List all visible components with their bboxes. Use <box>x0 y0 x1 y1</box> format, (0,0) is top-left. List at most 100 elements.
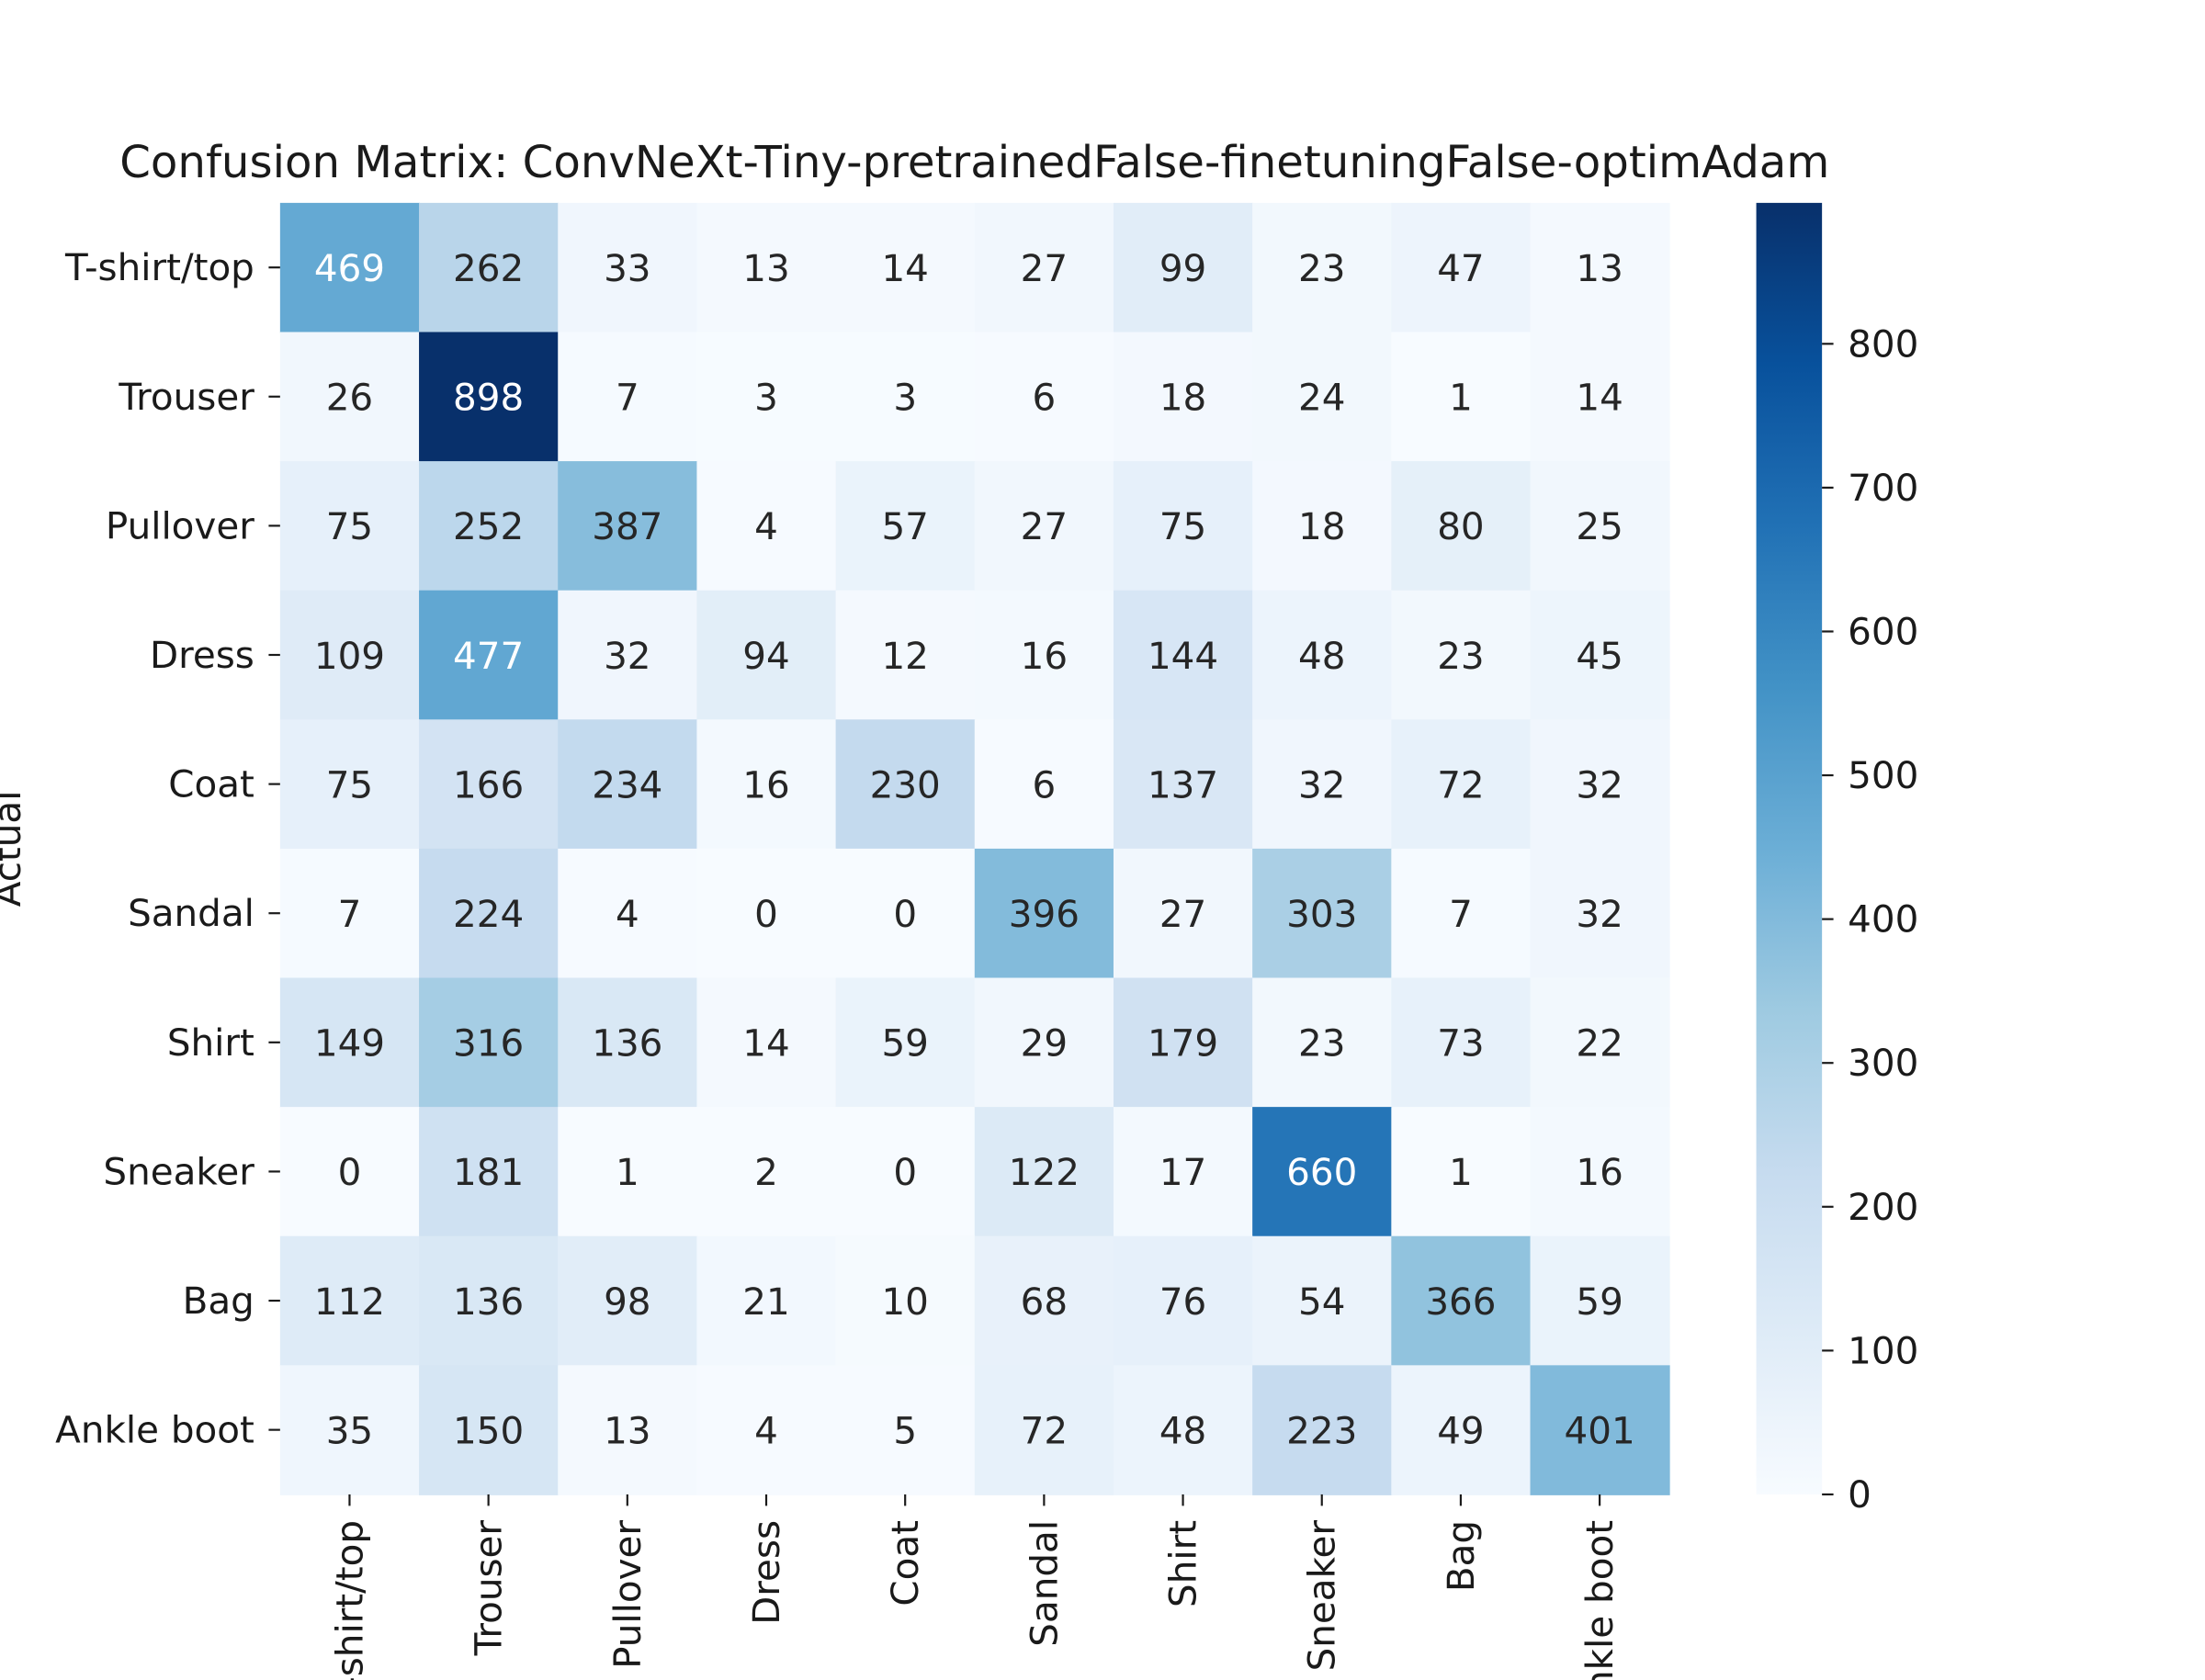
colorbar-tick-label: 500 <box>1848 753 1918 797</box>
cell-value-label: 477 <box>453 634 524 678</box>
cell-value-label: 49 <box>1437 1408 1484 1452</box>
heatmap-cell <box>1252 1235 1393 1367</box>
column-tick-label: Dress <box>744 1520 788 1625</box>
cell-value-label: 72 <box>1021 1408 1068 1452</box>
cell-value-label: 122 <box>1009 1150 1080 1194</box>
colorbar <box>1756 202 1823 1494</box>
heatmap-cell <box>419 461 560 592</box>
column-tick-label: Shirt <box>1161 1520 1205 1607</box>
cell-value-label: 29 <box>1021 1021 1068 1066</box>
cell-value-label: 48 <box>1298 634 1345 678</box>
heatmap-cell <box>835 848 976 979</box>
heatmap-cell <box>974 461 1114 592</box>
heatmap-cell <box>1113 202 1254 333</box>
heatmap-cell <box>696 1365 837 1495</box>
heatmap-cell <box>558 332 698 463</box>
heatmap-cell <box>419 848 560 979</box>
cell-value-label: 32 <box>1576 762 1623 806</box>
heatmap-cell <box>1252 590 1393 721</box>
heatmap-cell <box>696 332 837 463</box>
cell-value-label: 12 <box>881 634 928 678</box>
heatmap-cell <box>419 1235 560 1367</box>
heatmap-cell <box>974 332 1114 463</box>
cell-value-label: 5 <box>893 1408 917 1452</box>
heatmap-cell <box>1530 1365 1670 1495</box>
heatmap-cell <box>835 1107 976 1237</box>
row-tick-label: Dress <box>150 633 254 677</box>
cell-value-label: 366 <box>1425 1280 1496 1324</box>
cell-value-label: 59 <box>1576 1280 1623 1324</box>
heatmap-cell <box>1530 590 1670 721</box>
cell-value-label: 25 <box>1576 504 1623 548</box>
heatmap-cell <box>974 202 1114 333</box>
heatmap-cell <box>835 977 976 1109</box>
colorbar-tick-label: 700 <box>1848 466 1918 510</box>
cell-value-label: 23 <box>1437 634 1484 678</box>
cell-value-label: 14 <box>1576 376 1623 420</box>
heatmap-cell <box>1530 332 1670 463</box>
colorbar-tick-label: 300 <box>1848 1041 1918 1085</box>
heatmap-cell <box>558 1235 698 1367</box>
cell-value-label: 45 <box>1576 634 1623 678</box>
cell-value-label: 0 <box>754 892 778 936</box>
cell-value-label: 7 <box>1449 892 1473 936</box>
row-tick-label: Bag <box>183 1279 254 1323</box>
heatmap-cell <box>558 1107 698 1237</box>
heatmap-cell <box>1252 1107 1393 1237</box>
cell-value-label: 262 <box>453 246 524 290</box>
cell-value-label: 32 <box>1576 892 1623 936</box>
heatmap-cell <box>835 332 976 463</box>
cell-value-label: 18 <box>1298 504 1345 548</box>
heatmap-cell <box>1113 719 1254 850</box>
cell-value-label: 23 <box>1298 246 1345 290</box>
row-tick-label: Coat <box>168 762 254 806</box>
row-tick-label: Sneaker <box>103 1149 254 1193</box>
heatmap-cell <box>558 1365 698 1495</box>
heatmap-cell <box>279 202 420 333</box>
heatmap-cell <box>1113 1107 1254 1237</box>
row-tick-label: Sandal <box>128 891 254 935</box>
cell-value-label: 6 <box>1033 762 1057 806</box>
column-tick-label: Trouser <box>467 1520 511 1657</box>
heatmap-cell <box>1391 977 1532 1109</box>
cell-value-label: 179 <box>1148 1021 1218 1066</box>
cell-value-label: 16 <box>742 762 789 806</box>
cell-value-label: 16 <box>1576 1150 1623 1194</box>
heatmap-cell <box>1252 848 1393 979</box>
heatmap-cell <box>1252 977 1393 1109</box>
cell-value-label: 16 <box>1021 634 1068 678</box>
heatmap-cell <box>419 977 560 1109</box>
cell-value-label: 0 <box>893 1150 917 1194</box>
column-tick-label: Bag <box>1439 1520 1483 1592</box>
heatmap-cell <box>419 1107 560 1237</box>
heatmap-cell <box>1113 461 1254 592</box>
colorbar-tick-label: 0 <box>1848 1472 1871 1517</box>
heatmap-cell <box>419 332 560 463</box>
cell-value-label: 57 <box>881 504 928 548</box>
heatmap-cell <box>419 719 560 850</box>
heatmap-cell <box>974 977 1114 1109</box>
heatmap-cell <box>1113 1365 1254 1495</box>
chart-title: Confusion Matrix: ConvNeXt-Tiny-pretrain… <box>119 137 1829 188</box>
heatmap-cell <box>279 719 420 850</box>
heatmap-cell <box>1530 1235 1670 1367</box>
row-tick-label: Shirt <box>167 1020 254 1065</box>
cell-value-label: 98 <box>604 1280 650 1324</box>
cell-value-label: 149 <box>314 1021 385 1066</box>
heatmap-cell <box>974 719 1114 850</box>
cell-value-label: 18 <box>1159 376 1206 420</box>
heatmap-cell <box>1252 719 1393 850</box>
cell-value-label: 27 <box>1021 504 1068 548</box>
cell-value-label: 68 <box>1021 1280 1068 1324</box>
cell-value-label: 0 <box>893 892 917 936</box>
heatmap-cell <box>974 590 1114 721</box>
heatmap-cell <box>1113 977 1254 1109</box>
heatmap-cell <box>1113 848 1254 979</box>
cell-value-label: 54 <box>1298 1280 1345 1324</box>
cell-value-label: 76 <box>1159 1280 1206 1324</box>
y-axis-label: Actual <box>0 791 29 908</box>
heatmap-cell <box>696 590 837 721</box>
cell-value-label: 75 <box>326 762 373 806</box>
heatmap-cell <box>974 1235 1114 1367</box>
